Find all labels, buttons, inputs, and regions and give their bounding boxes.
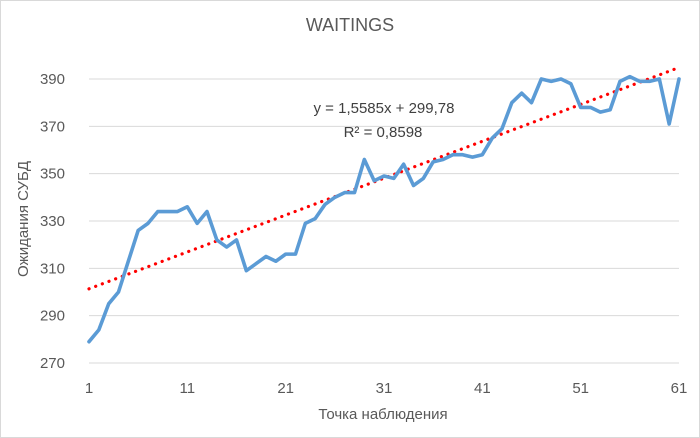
y-tick-label: 310 (40, 260, 65, 277)
y-tick-label: 290 (40, 308, 65, 325)
x-axis-title: Точка наблюдения (318, 406, 447, 423)
x-tick-label: 1 (85, 380, 93, 397)
chart-title: WAITINGS (306, 15, 394, 35)
x-tick-label: 51 (572, 380, 589, 397)
x-tick-label: 41 (474, 380, 491, 397)
x-tick-label: 31 (376, 380, 393, 397)
y-tick-label: 390 (40, 71, 65, 88)
trendline-equation: y = 1,5585x + 299,78 (314, 100, 455, 117)
x-tick-label: 61 (671, 380, 688, 397)
y-tick-label: 270 (40, 355, 65, 372)
y-axis-title: Ожидания СУБД (15, 161, 32, 277)
x-tick-label: 21 (277, 380, 294, 397)
y-tick-label: 330 (40, 213, 65, 230)
y-tick-label: 370 (40, 118, 65, 135)
y-tick-label: 350 (40, 166, 65, 183)
trendline-r-squared: R² = 0,8598 (344, 124, 423, 141)
x-tick-label: 11 (180, 380, 196, 397)
